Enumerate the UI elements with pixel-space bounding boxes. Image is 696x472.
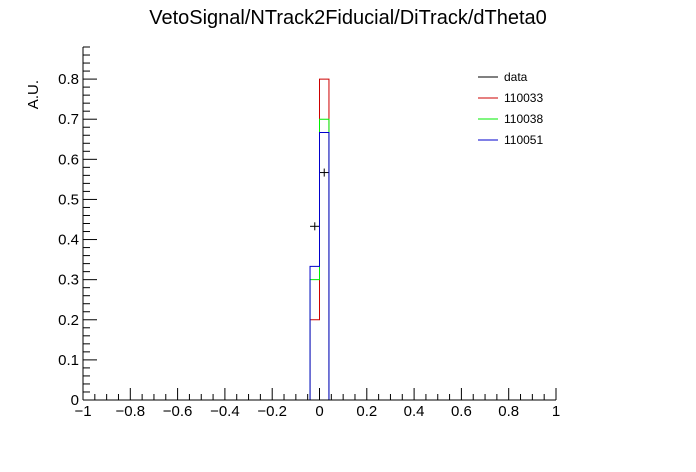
legend-item-110038: 110038 xyxy=(478,112,543,126)
x-tick-label: 0.8 xyxy=(498,403,519,420)
y-tick-label: 0.2 xyxy=(58,312,79,329)
series-layer xyxy=(309,78,330,400)
chart-title: VetoSignal/NTrack2Fiducial/DiTrack/dThet… xyxy=(149,7,547,29)
legend-label: 110033 xyxy=(504,91,543,105)
x-tick-label: 0.2 xyxy=(356,403,377,420)
series-line-110051 xyxy=(309,131,330,400)
legend-item-110051: 110051 xyxy=(478,133,543,147)
axes-layer: −1 −0.8 −0.6 −0.4 −0.2 0 0.2 0.4 0.6 0.8 1 0 0.1 0.2 0… xyxy=(58,46,560,420)
legend: data 110033 110038 110051 xyxy=(478,70,543,147)
x-tick-label: −0.4 xyxy=(210,403,240,420)
x-tick-label: 0.6 xyxy=(451,403,472,420)
y-tick-label: 0.4 xyxy=(58,232,79,249)
data-point-0 xyxy=(310,222,320,231)
y-tick-label: 0.1 xyxy=(58,352,79,369)
x-tick-label: 0.4 xyxy=(404,403,425,420)
y-tick-label: 0 xyxy=(71,392,79,409)
legend-item-data: data xyxy=(478,70,528,84)
series-110051 xyxy=(309,131,330,400)
legend-label: data xyxy=(504,70,528,84)
x-tick-label: −0.6 xyxy=(163,403,193,420)
legend-item-110033: 110033 xyxy=(478,91,543,105)
y-tick-label: 0.3 xyxy=(58,272,79,289)
x-tick-label: 1 xyxy=(552,403,560,420)
x-tick-label: −1 xyxy=(74,403,91,420)
y-axis-title: A.U. xyxy=(25,80,42,109)
x-tick-label: −0.2 xyxy=(257,403,287,420)
y-tick-label: 0.6 xyxy=(58,151,79,168)
x-tick-label: −0.8 xyxy=(115,403,145,420)
legend-label: 110038 xyxy=(504,112,543,126)
y-tick-label: 0.7 xyxy=(58,111,79,128)
legend-label: 110051 xyxy=(504,133,543,147)
x-tick-label: 0 xyxy=(315,403,323,420)
series-data xyxy=(310,168,329,231)
y-tick-label: 0.8 xyxy=(58,71,79,88)
y-tick-label: 0.5 xyxy=(58,191,79,208)
data-point-1 xyxy=(319,168,329,177)
